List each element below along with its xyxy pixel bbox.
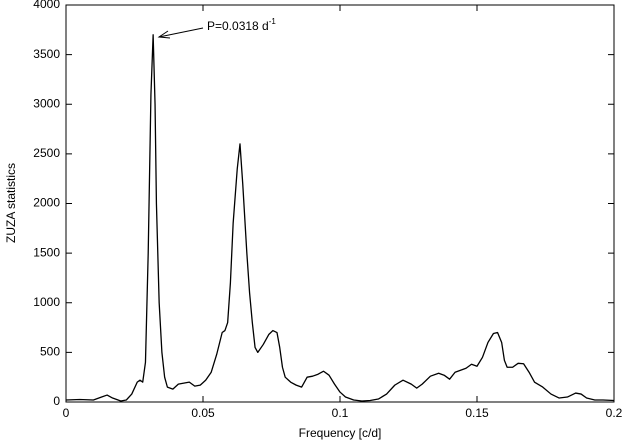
y-tick-label: 1500 <box>33 245 60 259</box>
y-tick-label: 3500 <box>33 47 60 61</box>
y-tick-label: 1000 <box>33 295 60 309</box>
data-line <box>65 34 615 402</box>
y-axis-label: ZUZA statistics <box>4 163 18 243</box>
arrow-shaft <box>158 27 204 38</box>
annotation: P=0.0318 d-1 <box>207 17 276 33</box>
plot-frame <box>65 4 615 403</box>
y-tick-label: 0 <box>53 394 60 408</box>
x-axis-label: Frequency [c/d] <box>299 426 382 440</box>
y-tick-label: 3000 <box>33 96 60 110</box>
y-tick-label: 2000 <box>33 196 60 210</box>
x-tick-label: 0 <box>63 406 70 420</box>
annotation-superscript: -1 <box>269 17 277 26</box>
y-tick-label: 4000 <box>33 0 60 11</box>
x-tick-label: 0.1 <box>332 406 349 420</box>
x-tick-label: 0.2 <box>606 406 623 420</box>
y-tick-label: 2500 <box>33 146 60 160</box>
y-tick-label: 500 <box>40 345 60 359</box>
x-tick-label: 0.15 <box>465 406 489 420</box>
annotation-text: P=0.0318 d <box>207 19 269 33</box>
x-tick-label: 0.05 <box>191 406 215 420</box>
annotation-arrow <box>157 27 204 39</box>
arrow-head <box>157 30 171 39</box>
